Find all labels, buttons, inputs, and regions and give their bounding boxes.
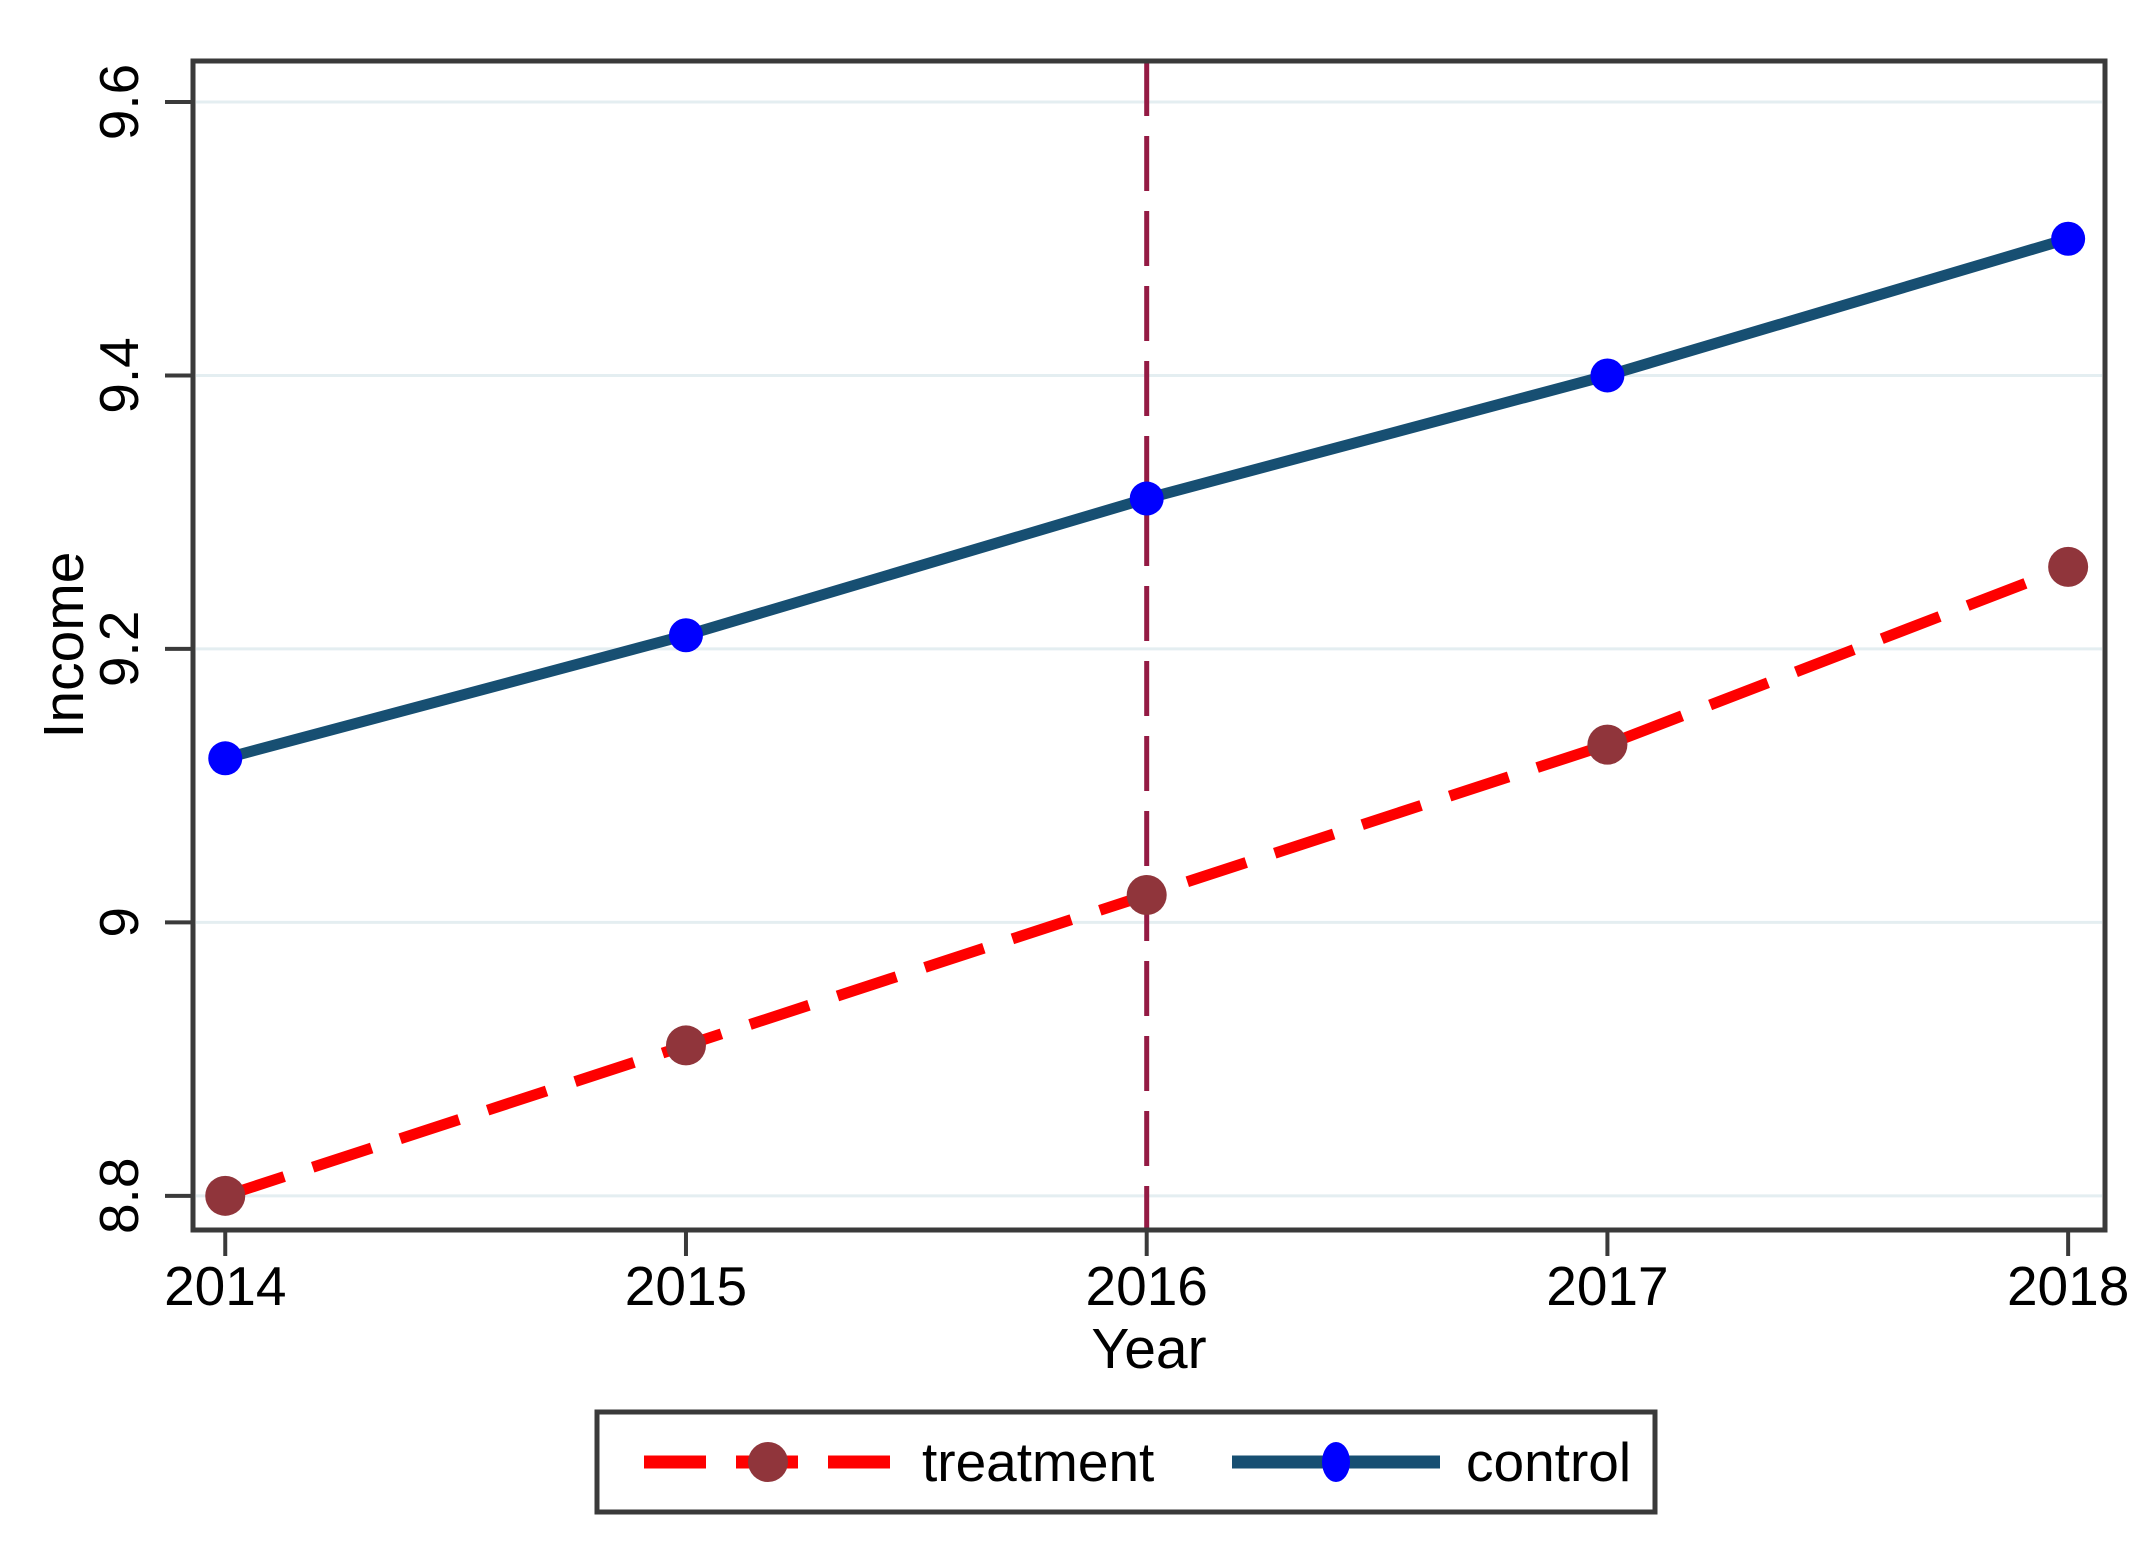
gridlines-layer xyxy=(196,100,2102,1198)
data-point-treatment xyxy=(1587,724,1628,765)
data-point-treatment xyxy=(665,1025,706,1066)
ticks-layer: 8.8 9 9.2 9.4 9.6 2014 2015 2016 2017 2018 xyxy=(88,64,2129,1317)
data-point-treatment xyxy=(205,1175,246,1216)
legend-marker-treatment xyxy=(748,1442,788,1482)
data-point-control xyxy=(208,741,243,776)
plot-frame-layer xyxy=(190,58,2108,1233)
series-layer xyxy=(205,221,2089,1216)
legend-label-treatment: treatment xyxy=(922,1431,1154,1493)
data-point-control xyxy=(668,618,703,653)
legend-box xyxy=(594,1409,1658,1515)
x-tick-label: 2014 xyxy=(164,1255,286,1317)
y-tick-label: 9.4 xyxy=(88,337,150,413)
legend-label-control: control xyxy=(1466,1431,1631,1493)
y-axis-title: Income xyxy=(32,552,96,739)
data-point-control xyxy=(1590,358,1625,393)
data-point-treatment xyxy=(1126,875,1167,916)
data-point-control xyxy=(1129,481,1164,516)
x-axis-title: Year xyxy=(1091,1317,1206,1381)
y-tick-label: 8.8 xyxy=(88,1158,150,1234)
x-tick-label: 2018 xyxy=(2007,1255,2129,1317)
legend: treatment control xyxy=(594,1409,1658,1515)
y-tick-label: 9.2 xyxy=(88,611,150,687)
y-tick-label: 9.6 xyxy=(88,64,150,140)
x-tick-label: 2016 xyxy=(1086,1255,1208,1317)
y-tick-label: 9 xyxy=(88,907,150,938)
data-point-treatment xyxy=(2048,546,2089,587)
data-point-control xyxy=(2051,221,2086,256)
x-tick-label: 2017 xyxy=(1546,1255,1668,1317)
plot-frame xyxy=(190,58,2108,1233)
legend-marker-control xyxy=(1322,1442,1350,1482)
x-tick-label: 2015 xyxy=(625,1255,747,1317)
